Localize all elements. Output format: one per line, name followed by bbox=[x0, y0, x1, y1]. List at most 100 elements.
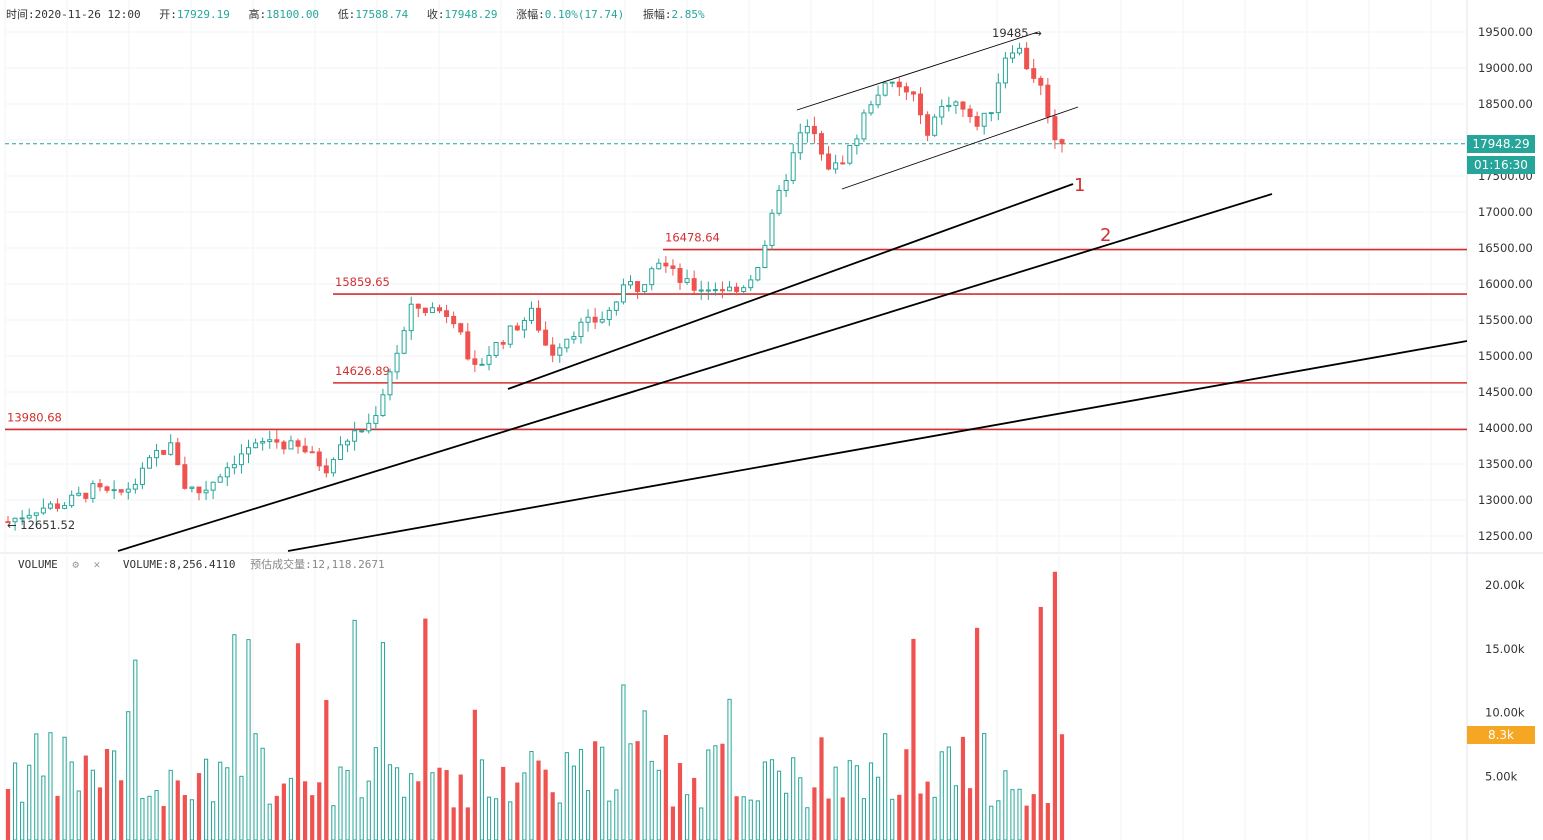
candle-body bbox=[401, 330, 407, 354]
volume-bar bbox=[48, 732, 53, 840]
trendline bbox=[287, 340, 1468, 552]
price-tick-label: 14000.00 bbox=[1478, 421, 1533, 435]
candle-body bbox=[146, 457, 152, 469]
settings-icon[interactable]: ⚙ bbox=[72, 558, 79, 571]
volume-bar bbox=[338, 766, 343, 840]
candle-body bbox=[988, 112, 994, 115]
volume-bar bbox=[1059, 734, 1065, 840]
candle-body bbox=[408, 303, 414, 332]
volume-bar bbox=[699, 807, 704, 840]
volume-bar bbox=[614, 789, 619, 840]
period-low-label: ← 12651.52 bbox=[7, 518, 75, 532]
candle-body bbox=[5, 521, 11, 524]
candle-body bbox=[677, 267, 683, 283]
volume-bar bbox=[826, 798, 831, 840]
candle-body bbox=[790, 152, 796, 182]
candle-body bbox=[656, 262, 662, 270]
volume-bar bbox=[211, 801, 216, 840]
candle-body bbox=[90, 483, 96, 499]
candle-body bbox=[217, 476, 223, 483]
amplitude-label: 振幅: bbox=[642, 8, 672, 21]
volume-bar bbox=[967, 788, 973, 840]
candle-body bbox=[854, 138, 860, 146]
volume-bar bbox=[12, 762, 18, 840]
volume-bar bbox=[232, 634, 237, 840]
volume-bar bbox=[720, 743, 725, 840]
candle-body bbox=[811, 125, 817, 135]
price-axis: 12500.00 13000.00 13500.00 14000.00 14500.00… bbox=[1478, 25, 1533, 543]
volume-bar bbox=[112, 750, 117, 840]
volume-bar bbox=[317, 782, 322, 840]
volume-bar bbox=[310, 795, 315, 840]
open-label: 开: bbox=[159, 8, 177, 21]
candle-body bbox=[826, 153, 832, 170]
candle-body bbox=[578, 321, 584, 338]
candle-body bbox=[1024, 47, 1030, 70]
volume-bar bbox=[225, 767, 230, 840]
candle-body bbox=[189, 486, 195, 489]
volume-bar bbox=[635, 741, 640, 840]
candle-body bbox=[451, 315, 457, 325]
candle-body bbox=[161, 449, 167, 455]
volume-bar bbox=[239, 775, 244, 840]
volume-bar bbox=[975, 627, 980, 840]
candle-body bbox=[33, 512, 39, 516]
volume-bar bbox=[776, 770, 782, 840]
candle-body bbox=[550, 344, 556, 356]
volume-bar bbox=[692, 777, 697, 840]
volume-bar bbox=[989, 805, 994, 840]
annotations: 1 2 19485 → ← 12651.52 bbox=[7, 26, 1111, 532]
volume-bar bbox=[55, 795, 60, 840]
volume-bar bbox=[628, 743, 633, 840]
candle-body bbox=[323, 465, 329, 474]
volume-bar bbox=[345, 769, 350, 840]
candle-body bbox=[903, 86, 909, 93]
time-label: 时间: bbox=[6, 8, 35, 21]
candle-body bbox=[691, 278, 697, 291]
volume-tag: 8.3k bbox=[1467, 726, 1535, 744]
volume-bar bbox=[819, 737, 824, 840]
candle-body bbox=[1045, 84, 1051, 118]
volume-bar bbox=[953, 785, 958, 840]
volume-bar bbox=[642, 710, 647, 840]
candle-body bbox=[649, 268, 655, 286]
volume-bar bbox=[90, 769, 95, 840]
volume-bar bbox=[508, 801, 513, 840]
volume-bar bbox=[578, 749, 584, 840]
close-icon[interactable]: ✕ bbox=[93, 558, 101, 571]
candle-body bbox=[493, 341, 499, 357]
volume-bar bbox=[932, 796, 937, 840]
candle-body bbox=[394, 352, 400, 373]
candle-body bbox=[316, 451, 322, 467]
volume-bar bbox=[416, 781, 421, 840]
candle-body bbox=[267, 439, 273, 443]
candle-body bbox=[1052, 116, 1058, 141]
countdown-tag: 01:16:30 bbox=[1467, 156, 1535, 174]
candle-body bbox=[557, 347, 563, 356]
volume-bar bbox=[246, 639, 251, 840]
candle-body bbox=[606, 309, 612, 320]
candle-body bbox=[486, 355, 492, 365]
candle-body bbox=[769, 212, 775, 246]
candle-body bbox=[684, 278, 690, 283]
volume-bar bbox=[946, 746, 951, 840]
candle-body bbox=[1017, 47, 1023, 54]
volume-bar bbox=[168, 769, 173, 840]
candle-body bbox=[337, 444, 343, 460]
volume-axis: 5.00k 10.00k 15.00k 20.00k bbox=[1485, 578, 1525, 783]
candle-body bbox=[755, 266, 761, 281]
volume-study-name[interactable]: VOLUME bbox=[18, 558, 58, 571]
volume-bar bbox=[748, 799, 753, 840]
volume-bar bbox=[600, 746, 605, 840]
volume-bar bbox=[1031, 794, 1036, 840]
candle-body bbox=[345, 440, 351, 446]
volume-bar bbox=[960, 736, 966, 840]
volume-bar bbox=[423, 618, 428, 840]
volume-bars bbox=[5, 571, 1065, 840]
candle-body bbox=[260, 441, 266, 444]
volume-bar bbox=[359, 797, 364, 840]
change-value: 0.10%(17.74) bbox=[544, 8, 625, 21]
volume-bar bbox=[663, 735, 668, 840]
